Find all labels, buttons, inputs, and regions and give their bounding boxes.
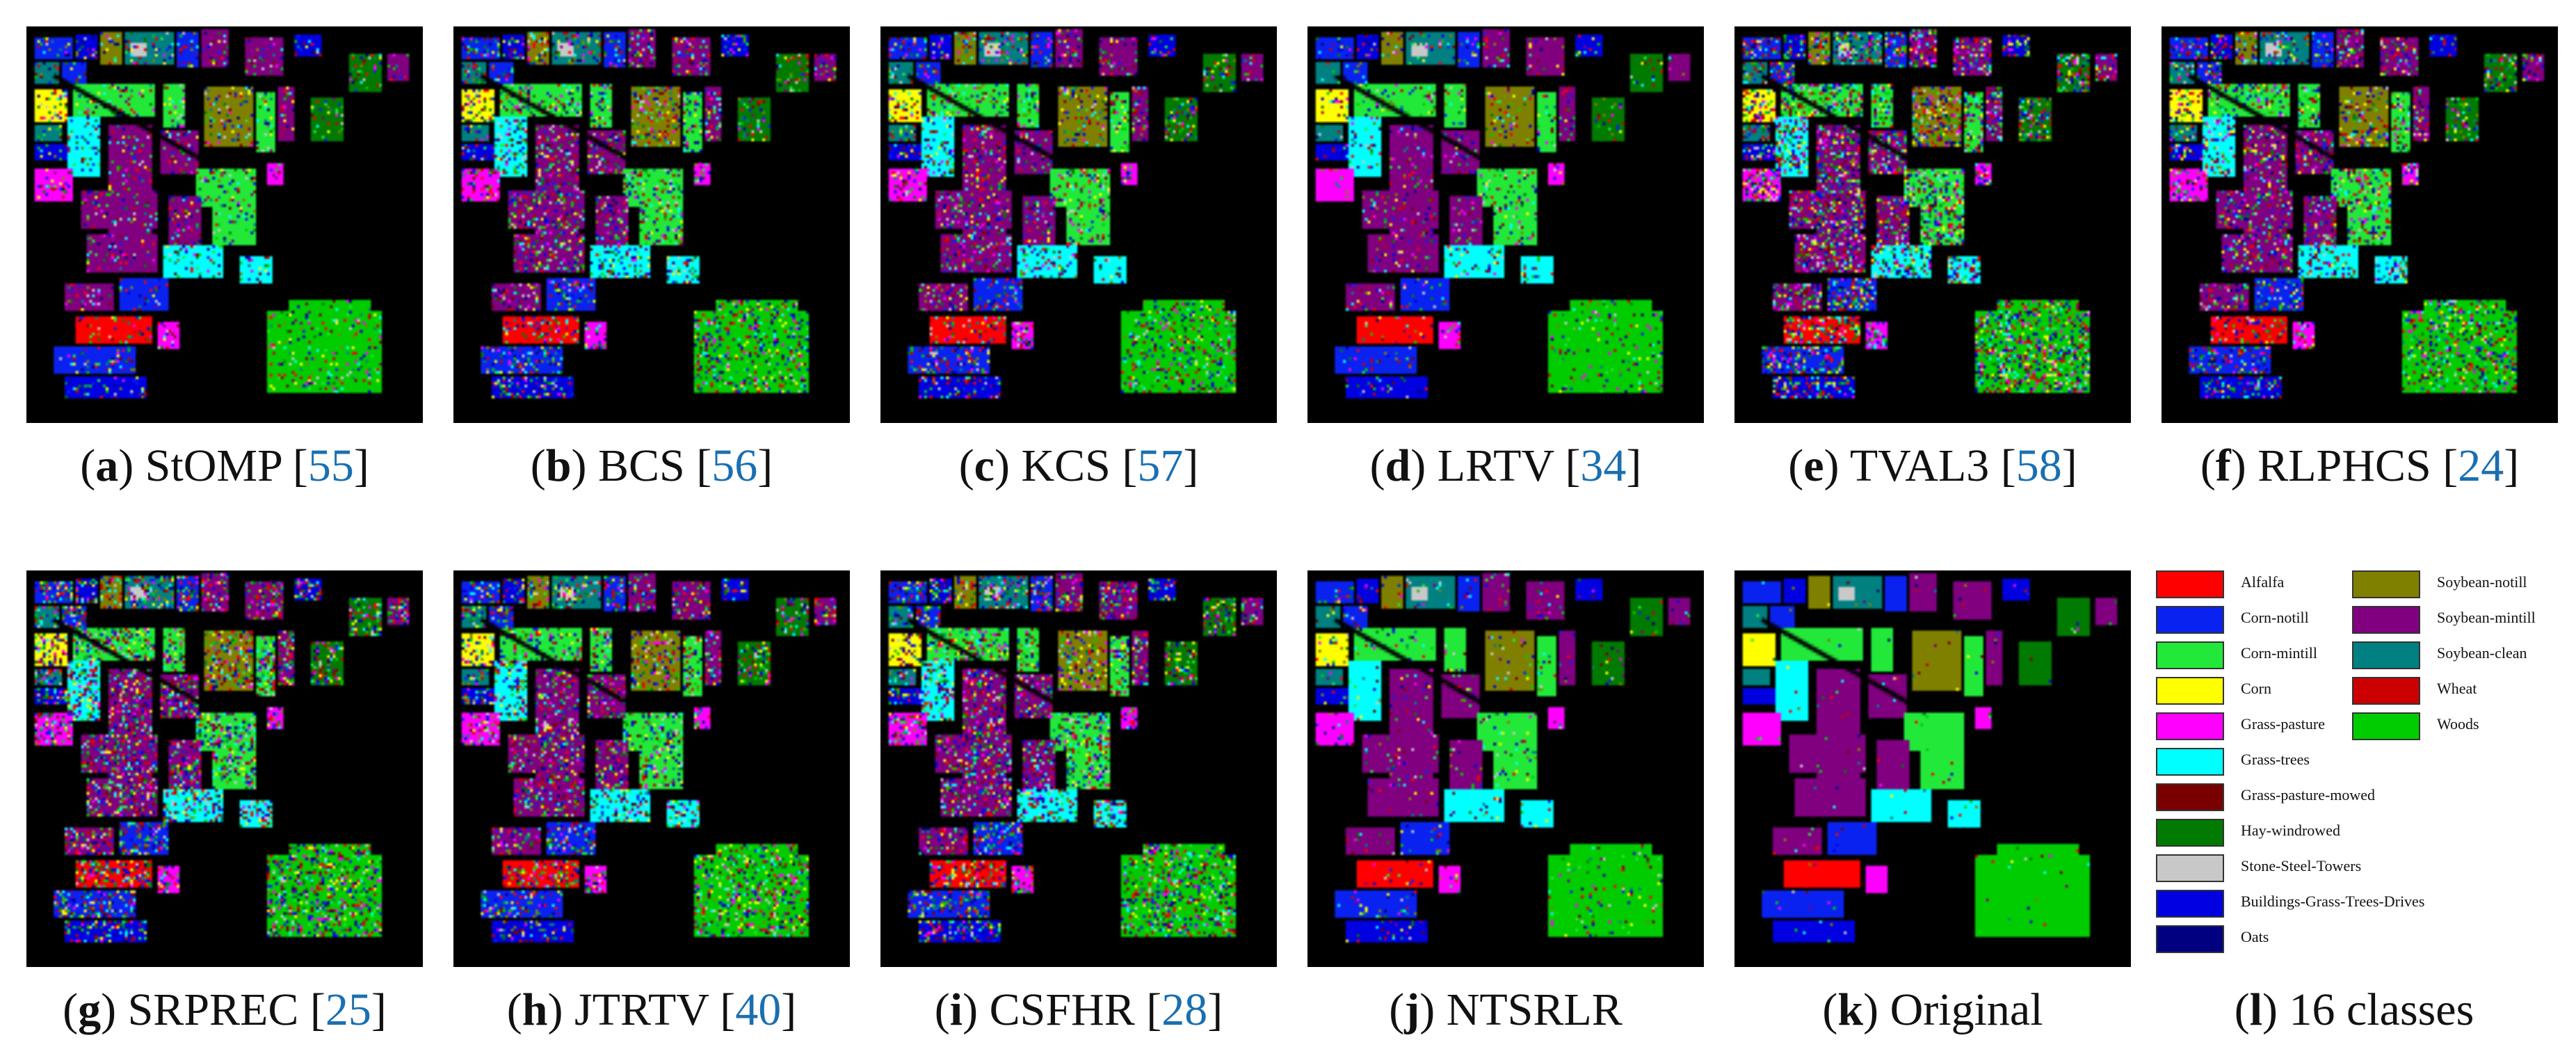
legend-swatch-grass-pasture-mowed xyxy=(2156,783,2224,811)
caption-l: (l) 16 classes xyxy=(2234,984,2474,1035)
legend-swatch-stone-steel-towers xyxy=(2156,854,2224,882)
classification-map-h xyxy=(453,570,850,967)
panel-g: (g) SRPREC [25] xyxy=(26,570,423,1035)
legend-swatch-corn-notill xyxy=(2156,606,2224,634)
legend-label: Grass-pasture-mowed xyxy=(2241,786,2376,804)
panel-k: (k) Original xyxy=(1734,570,2131,1035)
legend-swatch-soybean-notill xyxy=(2352,570,2420,598)
caption-d: (d) LRTV [34] xyxy=(1369,440,1642,491)
legend-swatch-hay-windrowed xyxy=(2156,819,2224,847)
legend-label: Stone-Steel-Towers xyxy=(2241,857,2362,874)
legend-swatch-wheat xyxy=(2352,677,2420,705)
legend-label: Oats xyxy=(2241,928,2269,945)
legend-label: Soybean-clean xyxy=(2437,644,2527,662)
legend-swatch-grass-trees xyxy=(2156,748,2224,776)
classification-map-f xyxy=(2162,26,2558,423)
legend-swatch-woods xyxy=(2352,712,2420,740)
caption-h: (h) JTRTV [40] xyxy=(506,984,797,1035)
panel-e: (e) TVAL3 [58] xyxy=(1734,26,2131,491)
panel-c: (c) KCS [57] xyxy=(880,26,1277,491)
legend-swatch-soybean-mintill xyxy=(2352,606,2420,634)
legend-label: Corn-notill xyxy=(2241,609,2309,626)
classification-map-k xyxy=(1734,570,2131,967)
legend-label: Soybean-mintill xyxy=(2437,609,2536,626)
legend-swatch-grass-pasture xyxy=(2156,712,2224,740)
legend-label: Corn-mintill xyxy=(2241,644,2317,662)
panel-i: (i) CSFHR [28] xyxy=(880,570,1277,1035)
legend-label: Woods xyxy=(2437,715,2479,733)
legend-label: Hay-windrowed xyxy=(2241,822,2340,839)
legend-label: Wheat xyxy=(2437,680,2477,697)
classification-map-b xyxy=(453,26,850,423)
caption-j: (j) NTSRLR xyxy=(1389,984,1623,1035)
classification-map-a xyxy=(26,26,423,423)
panel-f: (f) RLPHCS [24] xyxy=(2162,26,2558,491)
caption-g: (g) SRPREC [25] xyxy=(63,984,387,1035)
legend-label: Soybean-notill xyxy=(2437,573,2527,591)
panel-d: (d) LRTV [34] xyxy=(1307,26,1704,491)
caption-i: (i) CSFHR [28] xyxy=(934,984,1223,1035)
legend-label: Alfalfa xyxy=(2241,573,2285,591)
class-legend: Alfalfa Corn-notill Corn-mintill Corn Gr… xyxy=(2156,570,2552,1035)
legend-label: Grass-trees xyxy=(2241,751,2310,768)
caption-a: (a) StOMP [55] xyxy=(80,440,369,491)
legend-swatch-soybean-clean xyxy=(2352,641,2420,669)
classification-map-g xyxy=(26,570,423,967)
legend-swatch-corn xyxy=(2156,677,2224,705)
caption-c: (c) KCS [57] xyxy=(958,440,1199,491)
legend-swatch-oats xyxy=(2156,925,2224,953)
legend-label: Buildings-Grass-Trees-Drives xyxy=(2241,893,2425,910)
legend-swatch-buildings xyxy=(2156,890,2224,918)
legend-swatch-corn-mintill xyxy=(2156,641,2224,669)
caption-b: (b) BCS [56] xyxy=(530,440,773,491)
legend-label: Grass-pasture xyxy=(2241,715,2325,733)
caption-k: (k) Original xyxy=(1822,984,2043,1035)
panel-a: (a) StOMP [55] xyxy=(26,26,423,491)
classification-map-i xyxy=(880,570,1277,967)
legend-label: Corn xyxy=(2241,680,2271,697)
caption-e: (e) TVAL3 [58] xyxy=(1788,440,2077,491)
caption-f: (f) RLPHCS [24] xyxy=(2200,440,2520,491)
classification-map-e xyxy=(1734,26,2131,423)
panel-b: (b) BCS [56] xyxy=(453,26,850,491)
classification-map-j xyxy=(1307,570,1704,967)
classification-map-d xyxy=(1307,26,1704,423)
legend-swatch-alfalfa xyxy=(2156,570,2224,598)
classification-map-c xyxy=(880,26,1277,423)
panel-j: (j) NTSRLR xyxy=(1307,570,1704,1035)
panel-h: (h) JTRTV [40] xyxy=(453,570,850,1035)
